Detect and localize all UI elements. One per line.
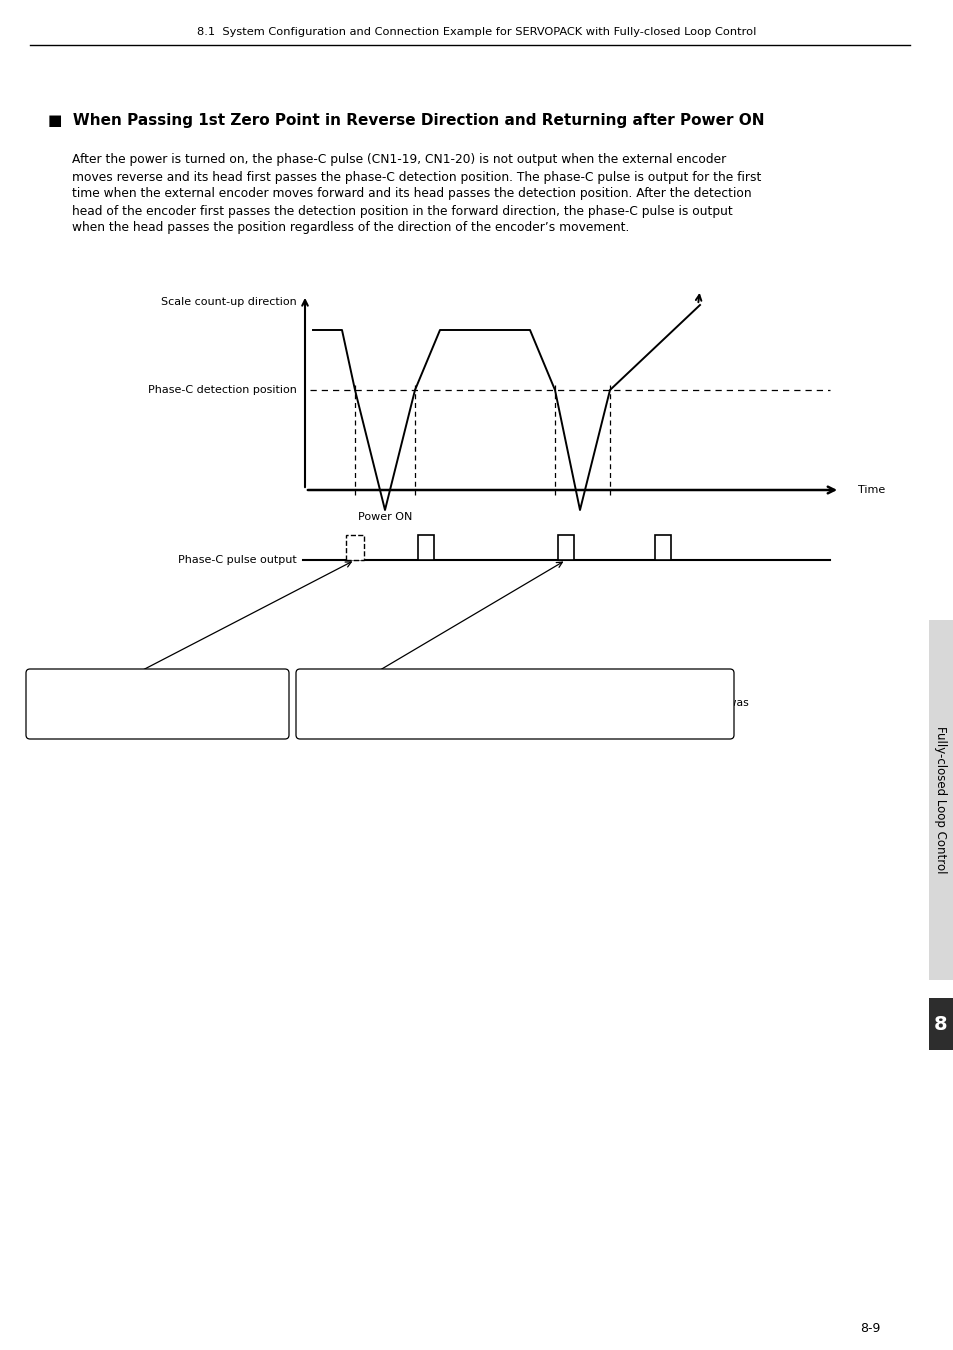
Bar [558,535,574,560]
Text: time when the external encoder moves forward and its head passes the detection p: time when the external encoder moves for… [71,188,751,201]
Text: After the power is turned on, the phase-C pulse (CN1-19, CN1-20) is not output w: After the power is turned on, the phase-… [71,154,725,166]
Bar [346,535,364,560]
Text: ■  When Passing 1st Zero Point in Reverse Direction and Returning after Power ON: ■ When Passing 1st Zero Point in Reverse… [48,112,763,127]
Text: moves reverse and its head first passes the phase-C detection position. The phas: moves reverse and its head first passes … [71,170,760,184]
Text: originally output when first passing the position in the forward direction.: originally output when first passing the… [307,714,701,724]
Text: Scale count-up direction: Scale count-up direction [161,297,296,306]
Text: Fully-closed Loop Control: Fully-closed Loop Control [934,726,946,873]
Text: Phase-C detection position: Phase-C detection position [148,385,296,396]
Bar [928,998,953,1050]
Text: in reverse direction first.: in reverse direction first. [37,714,171,724]
Text: The phase-C pulse is not output: The phase-C pulse is not output [37,682,211,693]
Text: Time: Time [857,485,884,495]
Text: when the head passes the position regardless of the direction of the encoder’s m: when the head passes the position regard… [71,221,629,235]
Text: The phase-C pulse is also output when passing this point in reverse,: The phase-C pulse is also output when pa… [307,682,679,693]
Text: 8.1  System Configuration and Connection Example for SERVOPACK with Fully-closed: 8.1 System Configuration and Connection … [197,27,756,36]
Text: Power ON: Power ON [357,512,412,522]
Text: when passing the detection position: when passing the detection position [37,698,234,707]
Bar [928,620,953,980]
FancyBboxPatch shape [295,670,733,738]
Text: head of the encoder first passes the detection position in the forward direction: head of the encoder first passes the det… [71,204,732,217]
Text: 8: 8 [933,1014,947,1034]
Text: Phase-C pulse output: Phase-C pulse output [178,555,296,566]
Text: 8-9: 8-9 [859,1322,880,1335]
Text: because the SERVOPACK has recorded the position where the phase-C pulse was: because the SERVOPACK has recorded the p… [307,698,748,707]
FancyBboxPatch shape [26,670,289,738]
Bar [655,535,670,560]
Bar [417,535,434,560]
